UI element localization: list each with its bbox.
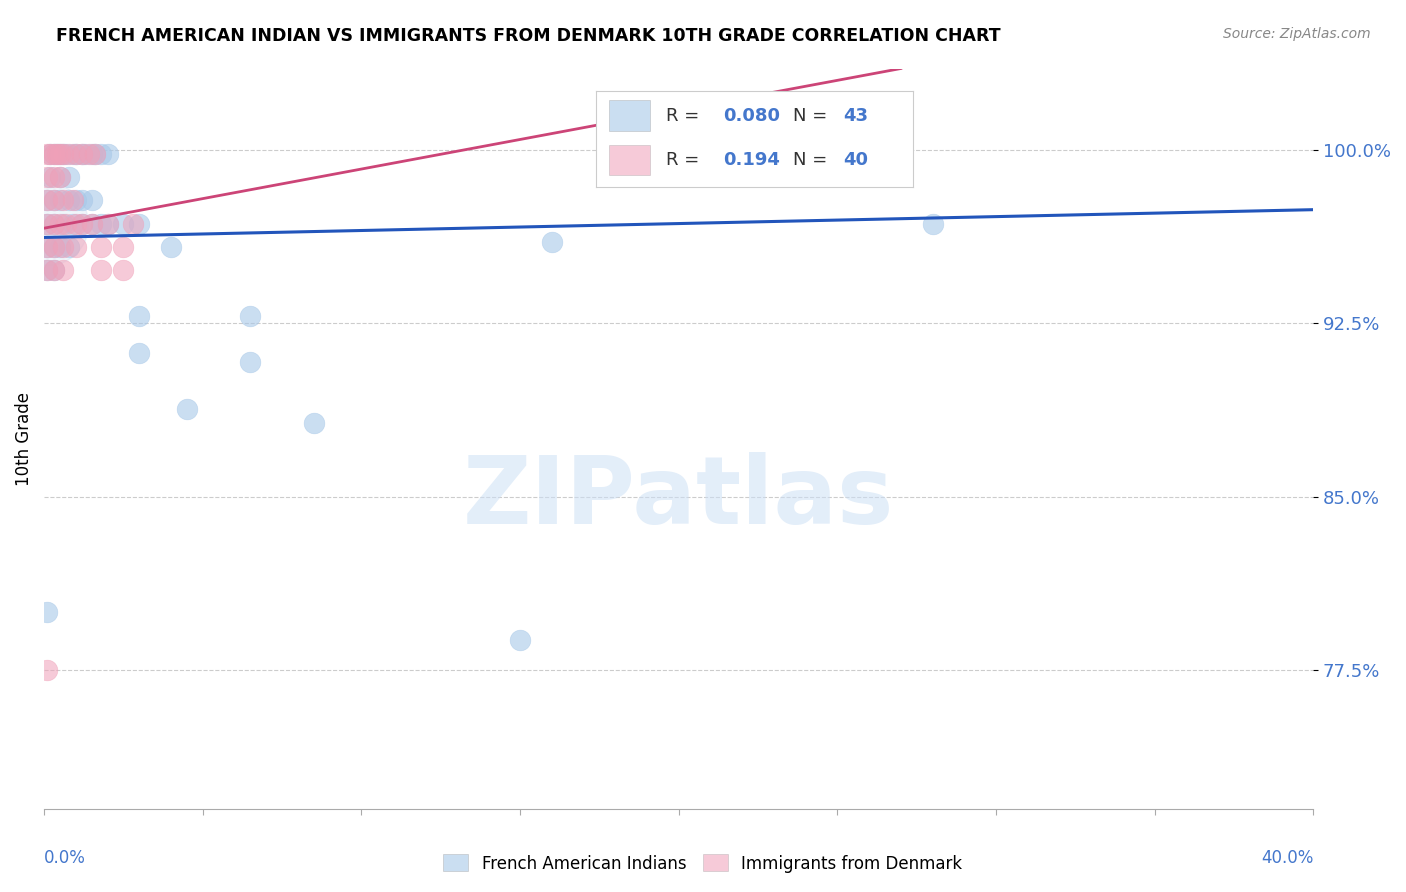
Point [80,147,103,161]
Point [39,170,62,185]
Point [55,147,77,161]
Point [49,217,72,231]
Point [52,263,75,277]
Point [39,147,62,161]
Point [49,194,72,208]
Point [90,217,112,231]
Point [52,240,75,254]
Text: Source: ZipAtlas.com: Source: ZipAtlas.com [1223,27,1371,41]
Point [122,217,145,231]
Point [921,217,943,231]
Point [55,217,77,231]
Point [112,240,135,254]
Point [70,147,93,161]
Point [52,194,75,208]
Point [42,263,65,277]
Point [49,170,72,185]
Point [37,240,59,254]
Point [80,217,103,231]
Point [65,240,87,254]
Point [90,240,112,254]
Point [58,147,80,161]
Point [37,170,59,185]
Point [37,605,59,619]
Point [112,263,135,277]
Point [540,235,562,249]
Point [37,263,59,277]
Point [37,194,59,208]
Point [112,217,135,231]
Point [83,147,105,161]
Text: ZIPatlas: ZIPatlas [463,452,894,544]
Point [49,170,72,185]
Legend: French American Indians, Immigrants from Denmark: French American Indians, Immigrants from… [437,847,969,880]
Point [42,240,65,254]
Point [42,217,65,231]
Point [128,217,150,231]
Point [128,346,150,360]
Point [45,147,67,161]
Point [52,147,75,161]
Point [97,147,120,161]
Point [80,194,103,208]
Point [37,240,59,254]
Point [97,217,120,231]
Point [75,147,97,161]
Point [62,194,84,208]
Point [160,240,183,254]
Point [80,217,103,231]
Point [37,663,59,677]
Point [70,217,93,231]
Point [42,263,65,277]
Point [90,147,112,161]
Point [37,194,59,208]
Point [42,240,65,254]
Point [37,217,59,231]
Point [65,147,87,161]
Point [65,147,87,161]
Text: FRENCH AMERICAN INDIAN VS IMMIGRANTS FROM DENMARK 10TH GRADE CORRELATION CHART: FRENCH AMERICAN INDIAN VS IMMIGRANTS FRO… [56,27,1001,45]
Point [62,217,84,231]
Point [90,263,112,277]
Point [42,147,65,161]
Point [70,147,93,161]
Point [37,217,59,231]
Point [65,194,87,208]
Point [42,147,65,161]
Point [62,147,84,161]
Point [49,147,72,161]
Point [302,416,325,430]
Text: 40.0%: 40.0% [1261,849,1313,867]
Point [77,147,100,161]
Point [58,170,80,185]
Point [239,309,262,323]
Point [42,194,65,208]
Point [83,147,105,161]
Point [37,147,59,161]
Point [176,401,198,416]
Point [52,217,75,231]
Point [37,263,59,277]
Point [97,217,120,231]
Point [70,194,93,208]
Point [42,170,65,185]
Point [58,194,80,208]
Point [45,147,67,161]
Point [58,240,80,254]
Point [37,217,59,231]
Point [70,217,93,231]
Point [239,355,262,369]
Point [39,147,62,161]
Point [49,147,72,161]
Point [65,217,87,231]
Point [49,240,72,254]
Point [42,217,65,231]
Point [42,194,65,208]
Point [52,147,75,161]
Point [128,309,150,323]
Y-axis label: 10th Grade: 10th Grade [15,392,32,486]
Text: 0.0%: 0.0% [44,849,86,867]
Point [509,633,531,648]
